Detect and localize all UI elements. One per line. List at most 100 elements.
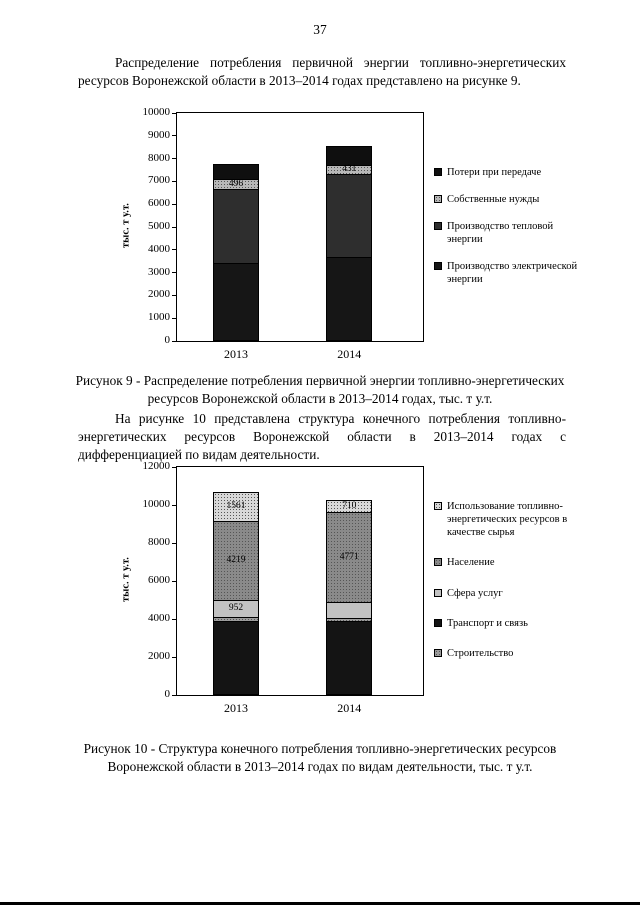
- bar-2014: 431: [326, 145, 373, 341]
- legend-label: Использование топливно-энергетических ре…: [447, 501, 568, 539]
- figure-9-chart: тыс. т у.т. 0 1000 2000 3000 4000 5000 6000 7000…: [118, 106, 584, 362]
- bar-segment: [326, 601, 373, 619]
- plot-area: 952 4219 1561 4771 710: [172, 466, 424, 696]
- y-tick-mark: [172, 226, 177, 228]
- bar-segment: [326, 174, 373, 258]
- y-tick-mark: [172, 466, 177, 468]
- x-category-label: 2014: [337, 347, 362, 361]
- bar-segment: 4219: [213, 520, 260, 602]
- legend-marker: [434, 194, 442, 203]
- x-category-label: 2013: [224, 347, 249, 361]
- legend-item: Потери при передаче: [434, 166, 584, 179]
- bar-segment: [326, 145, 373, 167]
- legend-label: Сфера услуг: [447, 587, 503, 599]
- y-tick-label: 8000: [148, 536, 170, 548]
- legend-item: Население: [434, 556, 594, 569]
- y-tick-label: 8000: [148, 151, 170, 164]
- figure-10-chart: тыс. т у.т. 0 2000 4000 6000 8000 10000 12000 95…: [118, 460, 594, 716]
- y-tick-mark: [172, 180, 177, 182]
- y-tick-mark: [172, 249, 177, 251]
- legend-label: Потери при передаче: [447, 166, 542, 178]
- y-axis-tick-labels: 0 2000 4000 6000 8000 10000 12000: [134, 460, 176, 700]
- x-category-label: 2013: [224, 701, 249, 715]
- plot-area: 496 431: [172, 112, 424, 342]
- y-tick-label: 4000: [148, 612, 170, 624]
- legend-label: Производство тепловой энергии: [447, 220, 554, 245]
- bar-2013: 496: [213, 163, 260, 341]
- legend-item: Строительство: [434, 647, 594, 660]
- legend-label: Строительство: [447, 647, 514, 659]
- legend-item: Собственные нужды: [434, 193, 584, 206]
- segment-value-label: 431: [342, 164, 357, 175]
- y-tick-label: 5000: [148, 220, 170, 232]
- y-tick-mark: [172, 135, 177, 137]
- legend-marker: [434, 618, 442, 627]
- segment-value-label: 4771: [339, 551, 359, 562]
- bar-segment: [213, 163, 260, 180]
- y-tick-mark: [172, 618, 177, 620]
- y-tick-label: 12000: [142, 460, 171, 472]
- legend-marker: [434, 502, 442, 511]
- bar-segment: 1561: [213, 492, 260, 522]
- legend-label: Производство электрической энергии: [447, 261, 578, 286]
- page-bottom-edge: [0, 902, 640, 905]
- y-tick-label: 2000: [148, 288, 170, 301]
- bar-segment: [326, 256, 373, 341]
- y-tick-label: 0: [164, 688, 171, 700]
- figure-9-caption: Рисунок 9 - Распределение потребления пе…: [75, 373, 565, 406]
- segment-value-label: 496: [228, 178, 244, 189]
- legend-item: Производство электрической энергии: [434, 260, 584, 286]
- bar-2014: 4771 710: [326, 499, 373, 695]
- chart-body: тыс. т у.т. 0 1000 2000 3000 4000 5000 6000 7000…: [118, 106, 584, 346]
- legend-item: Сфера услуг: [434, 587, 594, 600]
- legend-label: Собственные нужды: [447, 193, 540, 205]
- legend-marker: [434, 558, 442, 567]
- bar-segment: 952: [213, 600, 260, 619]
- y-tick-mark: [172, 294, 177, 296]
- x-axis-labels: 2013 2014: [177, 696, 423, 716]
- y-tick-label: 6000: [148, 197, 170, 210]
- y-tick-label: 2000: [148, 650, 170, 662]
- x-axis-labels: 2013 2014: [177, 342, 423, 362]
- y-tick-label: 0: [164, 334, 171, 346]
- segment-value-label: 952: [228, 603, 244, 614]
- y-tick-mark: [172, 272, 177, 274]
- y-tick-mark: [172, 656, 177, 658]
- legend-label: Транспорт и связь: [447, 617, 528, 629]
- segment-value-label: 4219: [226, 555, 246, 566]
- body-paragraph-2: На рисунке 10 представлена структура кон…: [78, 411, 566, 462]
- legend-marker: [434, 648, 442, 657]
- y-axis-tick-labels: 0 1000 2000 3000 4000 5000 6000 7000 8000 9000 100…: [134, 106, 176, 346]
- y-tick-mark: [172, 542, 177, 544]
- y-tick-mark: [172, 580, 177, 582]
- chart-legend: Использование топливно-энергетических ре…: [434, 466, 594, 694]
- legend-marker: [434, 167, 442, 176]
- bar-2013: 952 4219 1561: [213, 492, 260, 695]
- y-tick-label: 3000: [148, 265, 170, 278]
- bar-segment: [213, 189, 260, 265]
- legend-marker: [434, 262, 442, 271]
- legend-label: Население: [447, 557, 495, 569]
- chart-body: тыс. т у.т. 0 2000 4000 6000 8000 10000 12000 95…: [118, 460, 594, 700]
- bar-segment: [213, 620, 260, 695]
- y-tick-mark: [172, 317, 177, 319]
- y-tick-mark: [172, 504, 177, 506]
- legend-marker: [434, 588, 442, 597]
- legend-item: Использование топливно-энергетических ре…: [434, 500, 594, 539]
- bar-segment: [213, 263, 260, 341]
- y-tick-label: 10000: [142, 106, 171, 118]
- y-tick-label: 9000: [148, 128, 170, 141]
- y-tick-label: 6000: [148, 574, 170, 586]
- bar-segment: [326, 621, 373, 695]
- legend-item: Производство тепловой энергии: [434, 220, 584, 246]
- figure-10-caption: Рисунок 10 - Структура конечного потребл…: [83, 741, 557, 774]
- y-tick-label: 4000: [148, 242, 170, 255]
- y-tick-label: 7000: [148, 174, 170, 187]
- bar-segment: 4771: [326, 512, 373, 603]
- page-number: 37: [313, 22, 327, 37]
- segment-value-label: 710: [342, 500, 357, 511]
- y-tick-mark: [172, 340, 177, 342]
- y-tick-label: 10000: [142, 498, 171, 510]
- y-tick-mark: [172, 694, 177, 696]
